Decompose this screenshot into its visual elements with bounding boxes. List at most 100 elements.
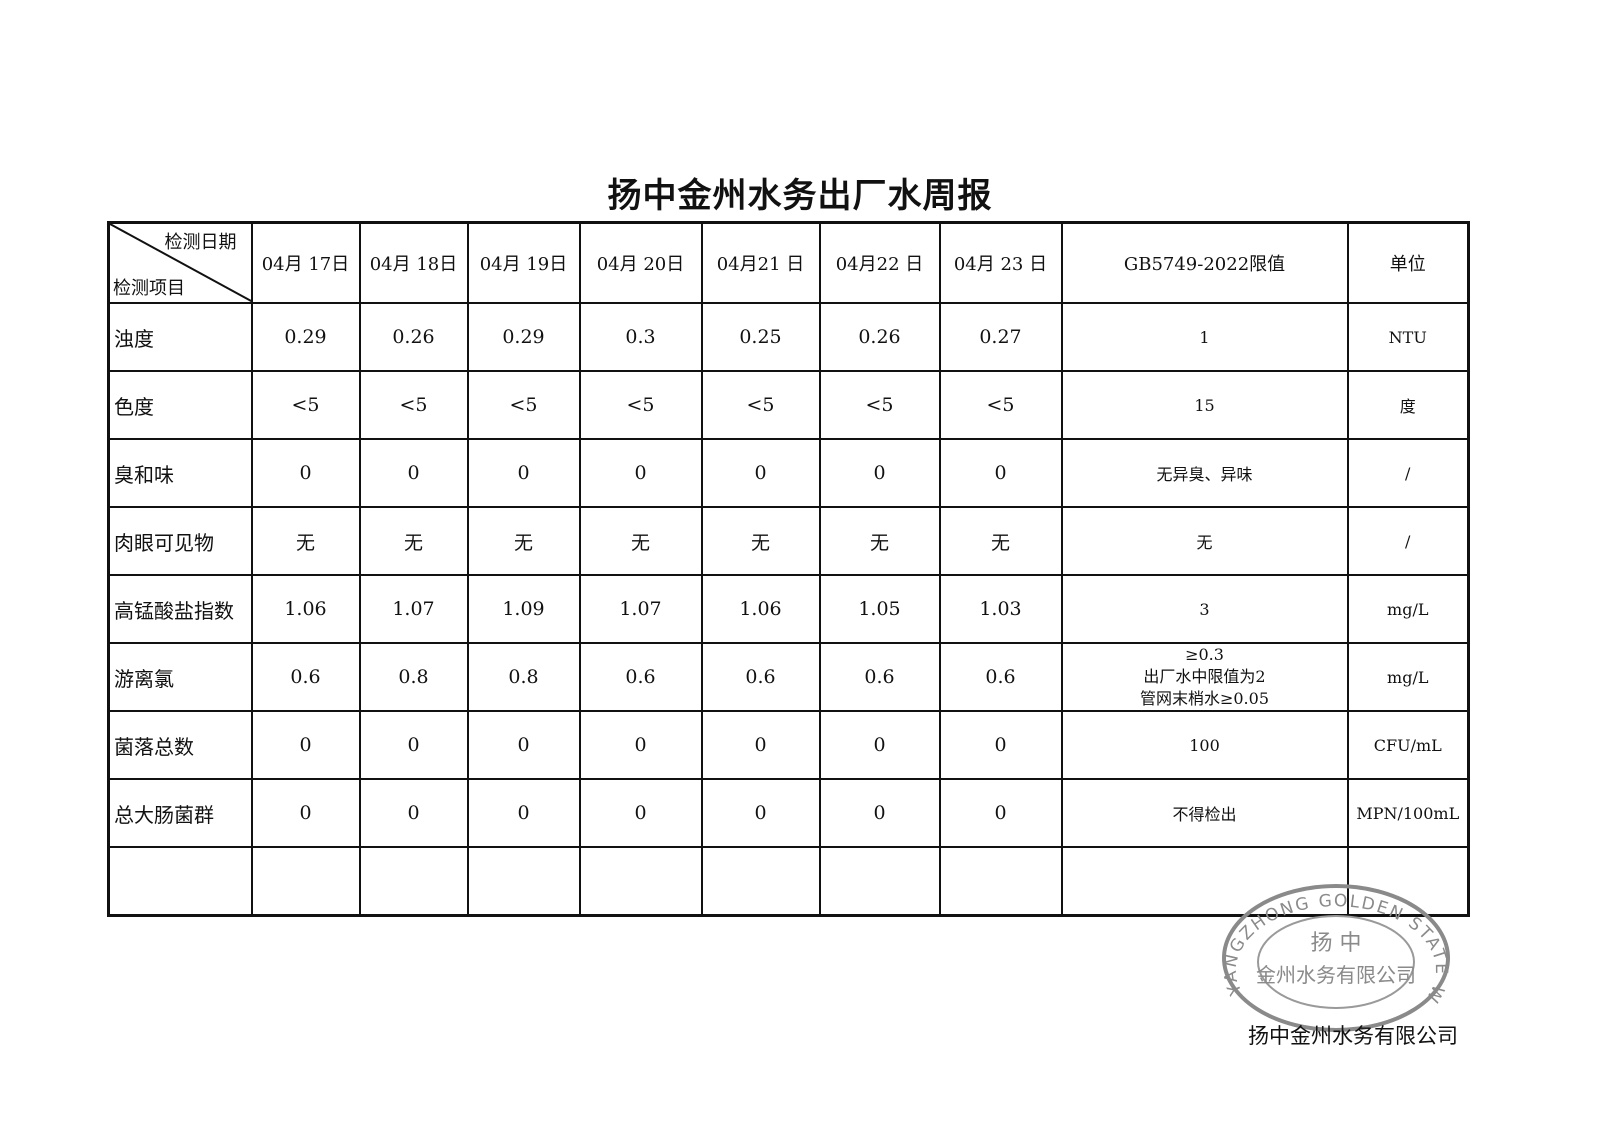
empty-cell <box>107 846 253 917</box>
unit-cell: mg/L <box>1346 642 1470 712</box>
limit-line: 不得检出 <box>1172 805 1237 824</box>
value-cell: 无 <box>818 506 941 576</box>
empty-cell <box>700 846 821 917</box>
item-name: 游离氯 <box>107 642 253 712</box>
svg-text:扬 中: 扬 中 <box>1311 931 1362 956</box>
value-cell: 0 <box>818 710 941 780</box>
svg-text:金州水务有限公司: 金州水务有限公司 <box>1256 963 1416 987</box>
empty-cell <box>250 846 361 917</box>
table-row: 臭和味 0 0 0 0 0 0 0 无异臭、异味 / <box>107 438 1470 508</box>
page-title: 扬中金州水务出厂水周报 <box>607 176 993 216</box>
item-name: 菌落总数 <box>107 710 253 780</box>
corner-bottom-label: 检测项目 <box>113 278 185 299</box>
limit-cell: 无 <box>1060 506 1349 576</box>
unit-cell: NTU <box>1346 302 1470 372</box>
value-cell: 0 <box>938 710 1063 780</box>
value-cell: 1.06 <box>700 574 821 644</box>
value-cell: 0.25 <box>700 302 821 372</box>
empty-cell <box>818 846 941 917</box>
value-cell: <5 <box>578 370 703 440</box>
value-cell: 1.05 <box>818 574 941 644</box>
value-cell: 1.07 <box>578 574 703 644</box>
value-cell: 无 <box>466 506 581 576</box>
value-cell: 无 <box>700 506 821 576</box>
limit-line: 无 <box>1196 533 1213 552</box>
corner-cell: 检测日期 检测项目 <box>107 221 253 304</box>
value-cell: 0 <box>938 438 1063 508</box>
empty-cell <box>938 846 1063 917</box>
unit-header: 单位 <box>1346 221 1470 304</box>
item-name: 肉眼可见物 <box>107 506 253 576</box>
header-row: 检测日期 检测项目 04月 17日 04月 18日 04月 19日 04月 20… <box>107 221 1470 304</box>
empty-cell <box>358 846 469 917</box>
empty-cell <box>1060 846 1349 917</box>
date-header: 04月21 日 <box>700 221 821 304</box>
limit-line: ≥0.3 <box>1185 645 1224 664</box>
date-header: 04月 18日 <box>358 221 469 304</box>
value-cell: 0 <box>358 710 469 780</box>
value-cell: 0 <box>818 778 941 848</box>
limit-line: 出厂水中限值为2 <box>1143 667 1266 686</box>
value-cell: 0.26 <box>358 302 469 372</box>
value-cell: 0.3 <box>578 302 703 372</box>
value-cell: 0 <box>466 778 581 848</box>
table-row: 色度 <5 <5 <5 <5 <5 <5 <5 15 度 <box>107 370 1470 440</box>
value-cell: <5 <box>818 370 941 440</box>
item-name: 总大肠菌群 <box>107 778 253 848</box>
table-row: 浊度 0.29 0.26 0.29 0.3 0.25 0.26 0.27 1 NTU <box>107 302 1470 372</box>
value-cell: 0 <box>700 710 821 780</box>
limit-cell: 不得检出 <box>1060 778 1349 848</box>
value-cell: 0 <box>938 778 1063 848</box>
value-cell: 0.8 <box>358 642 469 712</box>
company-seal: YANGZHONG GOLDEN STATE WATER CO., LTD. 扬… <box>1220 882 1450 1032</box>
table-row: 高锰酸盐指数 1.06 1.07 1.09 1.07 1.06 1.05 1.03 3 mg/L <box>107 574 1470 644</box>
unit-cell: mg/L <box>1346 574 1470 644</box>
value-cell: <5 <box>938 370 1063 440</box>
value-cell: 无 <box>938 506 1063 576</box>
date-header: 04月 17日 <box>250 221 361 304</box>
limit-line: 1 <box>1199 327 1210 347</box>
company-signature: 扬中金州水务有限公司 <box>1248 1024 1458 1048</box>
value-cell: 1.03 <box>938 574 1063 644</box>
item-name: 色度 <box>107 370 253 440</box>
value-cell: <5 <box>700 370 821 440</box>
limit-cell: ≥0.3 出厂水中限值为2 管网末梢水≥0.05 <box>1060 642 1349 712</box>
value-cell: 0.6 <box>818 642 941 712</box>
water-quality-table: 检测日期 检测项目 04月 17日 04月 18日 04月 19日 04月 20… <box>107 221 1470 917</box>
limit-cell: 无异臭、异味 <box>1060 438 1349 508</box>
value-cell: 0 <box>250 710 361 780</box>
limit-cell: 15 <box>1060 370 1349 440</box>
value-cell: 0.8 <box>466 642 581 712</box>
unit-cell: 度 <box>1346 370 1470 440</box>
empty-row <box>107 846 1470 917</box>
table-row: 菌落总数 0 0 0 0 0 0 0 100 CFU/mL <box>107 710 1470 780</box>
limit-line: 3 <box>1199 599 1210 619</box>
value-cell: 无 <box>358 506 469 576</box>
diagonal-line <box>110 224 253 302</box>
date-header: 04月 20日 <box>578 221 703 304</box>
value-cell: 0.27 <box>938 302 1063 372</box>
value-cell: 无 <box>578 506 703 576</box>
unit-cell: / <box>1346 506 1470 576</box>
table-row: 肉眼可见物无无无无无无无无 / <box>107 506 1470 576</box>
value-cell: 0.6 <box>250 642 361 712</box>
limit-cell: 3 <box>1060 574 1349 644</box>
value-cell: 0.29 <box>250 302 361 372</box>
unit-cell: CFU/mL <box>1346 710 1470 780</box>
value-cell: 0.29 <box>466 302 581 372</box>
empty-cell <box>466 846 581 917</box>
item-name: 浊度 <box>107 302 253 372</box>
date-header: 04月22 日 <box>818 221 941 304</box>
corner-top-label: 检测日期 <box>164 232 237 253</box>
value-cell: <5 <box>358 370 469 440</box>
item-name: 臭和味 <box>107 438 253 508</box>
date-header: 04月 19日 <box>466 221 581 304</box>
value-cell: 0.6 <box>938 642 1063 712</box>
value-cell: 0 <box>250 778 361 848</box>
date-header: 04月 23 日 <box>938 221 1063 304</box>
value-cell: 0 <box>578 710 703 780</box>
limit-line: 管网末梢水≥0.05 <box>1139 689 1270 708</box>
value-cell: 0 <box>250 438 361 508</box>
empty-cell <box>578 846 703 917</box>
limit-line: 100 <box>1189 735 1220 755</box>
